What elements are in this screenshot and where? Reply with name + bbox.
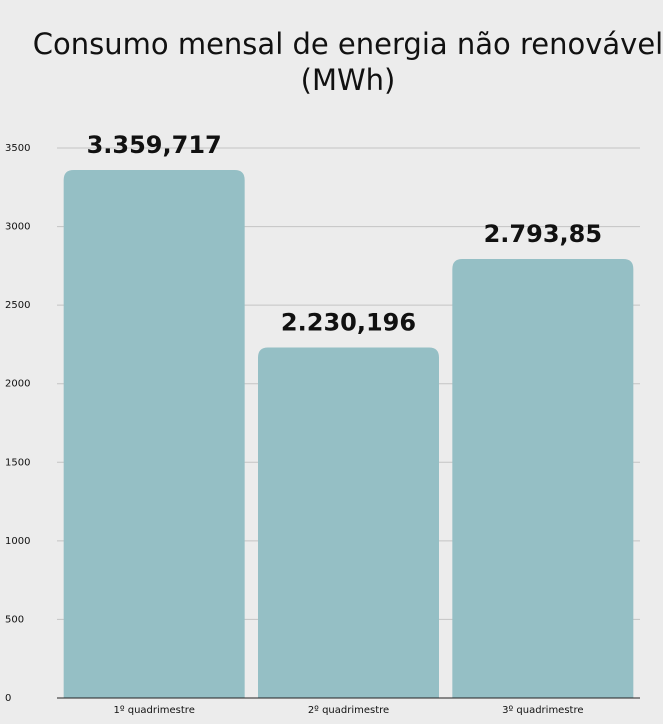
bar — [452, 258, 634, 698]
y-tick-label: 500 — [5, 614, 24, 625]
y-tick-label: 1000 — [5, 536, 30, 547]
y-tick-label: 3500 — [5, 143, 30, 154]
y-tick-label: 2000 — [5, 379, 30, 390]
bar — [63, 170, 245, 699]
y-tick-label: 0 — [5, 693, 11, 704]
y-tick-label: 1500 — [5, 457, 30, 468]
x-tick-label: 2º quadrimestre — [308, 705, 389, 716]
value-label: 2.230,196 — [281, 309, 416, 337]
value-label: 3.359,717 — [87, 131, 222, 159]
chart-title: Consumo mensal de energia não renovável … — [32, 27, 663, 97]
bar — [258, 347, 439, 698]
y-tick-label: 2500 — [5, 300, 30, 311]
y-tick-label: 3000 — [5, 222, 30, 233]
value-label: 2.793,85 — [484, 220, 602, 248]
x-tick-label: 3º quadrimestre — [502, 705, 583, 716]
x-tick-label: 1º quadrimestre — [113, 705, 194, 716]
